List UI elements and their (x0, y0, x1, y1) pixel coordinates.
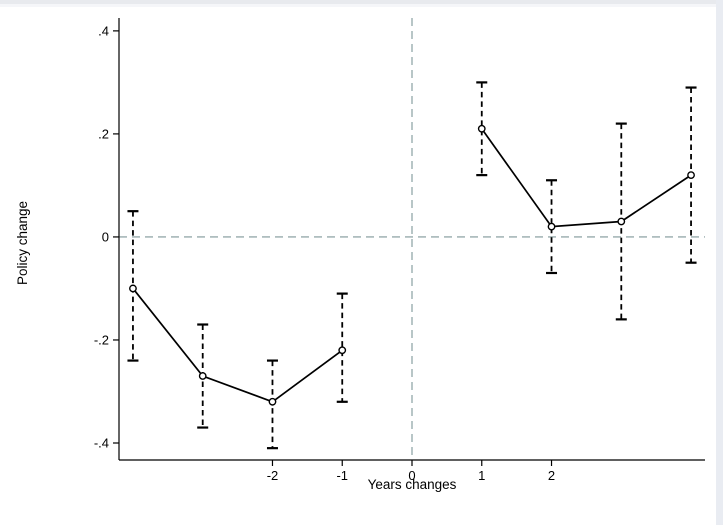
data-point-marker (338, 346, 347, 355)
y-tick-label: 0 (102, 229, 109, 244)
y-axis-title: Policy change (15, 200, 30, 286)
error-bar (127, 210, 139, 362)
data-point-marker (547, 222, 556, 231)
window-chrome-top (0, 0, 723, 4)
x-axis-title: Years changes (367, 477, 457, 492)
window-chrome-right (716, 0, 723, 525)
y-tick-label: -.2 (94, 332, 109, 347)
error-bar (476, 81, 488, 177)
data-point-marker (617, 217, 626, 226)
series-pre-period (127, 210, 348, 450)
error-bar (546, 179, 558, 275)
data-point-marker (198, 372, 207, 380)
error-bar (266, 359, 278, 450)
y-tick-label: -.4 (94, 436, 109, 451)
x-tick-label: -1 (336, 468, 348, 483)
x-tick-label: -2 (267, 468, 279, 483)
data-point-marker (687, 171, 695, 180)
x-tick-label: 1 (478, 468, 485, 483)
series-line (481, 128, 692, 228)
y-tick-label: .4 (98, 23, 109, 38)
data-point-marker (129, 284, 137, 293)
series-post-period (476, 81, 697, 321)
data-point-marker (268, 397, 277, 406)
window-chrome-top-highlight (0, 4, 723, 7)
y-tick-label: .2 (98, 126, 109, 141)
series-line (132, 287, 343, 403)
x-tick-label: 2 (548, 468, 555, 483)
x-tick-label: 0 (408, 468, 415, 483)
data-point-marker (477, 124, 486, 133)
error-bar (336, 292, 348, 403)
